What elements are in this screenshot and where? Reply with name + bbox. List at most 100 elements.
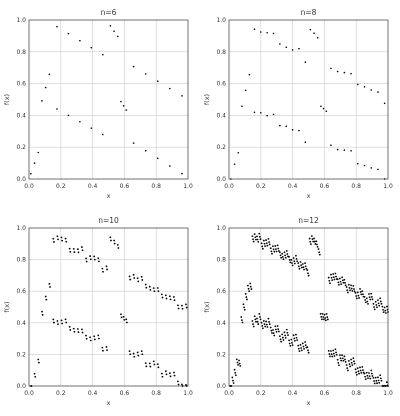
scatter-point (331, 355, 334, 358)
scatter-point (326, 318, 329, 321)
scatter-point (354, 368, 357, 371)
scatter-point (160, 293, 163, 296)
scatter-point (30, 172, 32, 175)
scatter-point (161, 296, 164, 299)
x-tick-label: 1.0 (383, 390, 393, 397)
x-axis-label: x (307, 399, 311, 407)
scatter-point (262, 239, 265, 242)
x-tick-label: 1.0 (383, 183, 393, 190)
scatter-point (324, 319, 327, 322)
x-tick-label: 0.6 (120, 183, 130, 190)
scatter-point (37, 358, 40, 361)
y-tick-label: 0.2 (16, 144, 26, 151)
scatter-point (358, 297, 360, 299)
scatter-point (337, 361, 340, 364)
x-tick-label: 0.0 (24, 183, 34, 190)
scatter-point (328, 353, 331, 355)
scatter-point (258, 312, 261, 315)
y-tick-label: 1.0 (216, 225, 226, 232)
scatter-point (73, 330, 76, 333)
scatter-point (270, 329, 273, 332)
scatter-point (181, 385, 184, 387)
scatter-point (351, 290, 354, 292)
scatter-point (268, 320, 270, 323)
scatter-point (81, 246, 83, 248)
scatter-point (60, 236, 63, 239)
scatter-point (257, 241, 260, 243)
scatter-point (302, 266, 305, 269)
scatter-point (302, 345, 305, 348)
scatter-point (272, 248, 275, 251)
scatter-point (363, 295, 366, 298)
x-tick-label: 0.2 (56, 390, 66, 397)
y-tick-label: 0.6 (16, 288, 26, 295)
scatter-point (89, 336, 92, 339)
scatter-point (338, 364, 340, 367)
axes-frame (28, 227, 189, 387)
scatter-point (248, 73, 251, 76)
scatter-point (85, 334, 87, 337)
scatter-point (370, 89, 373, 91)
scatter-point (177, 307, 180, 310)
scatter-point (345, 364, 348, 366)
scatter-point (328, 279, 331, 282)
scatter-point (276, 325, 279, 327)
scatter-point (325, 110, 328, 112)
x-tick-label: 0.8 (351, 390, 361, 397)
scatter-point (281, 256, 284, 258)
scatter-point (347, 359, 350, 362)
scatter-point (318, 251, 321, 254)
y-tick-label: 0.6 (16, 81, 26, 88)
scatter-point (234, 374, 237, 377)
scatter-point (266, 244, 269, 247)
scatter-point (260, 321, 263, 324)
scatter-point (298, 267, 301, 270)
scatter-point (164, 294, 167, 297)
scatter-point (232, 379, 234, 382)
scatter-point (177, 304, 179, 307)
scatter-point (370, 296, 373, 298)
scatter-point (113, 239, 115, 242)
scatter-point (254, 318, 257, 321)
scatter-point (264, 245, 267, 248)
scatter-point (41, 313, 44, 316)
scatter-point (269, 326, 272, 329)
scatter-point (169, 87, 171, 90)
scatter-point (295, 336, 298, 339)
scatter-point (140, 275, 143, 278)
scatter-point (337, 281, 340, 284)
y-tick-label: 0.0 (216, 176, 226, 183)
y-tick-label: 0.2 (16, 351, 26, 358)
scatter-point (366, 374, 369, 377)
scatter-point (117, 247, 120, 249)
scatter-point (362, 369, 364, 372)
x-tick-label: 0.4 (288, 183, 298, 190)
scatter-point (85, 337, 88, 340)
scatter-point (280, 340, 283, 343)
x-tick-label: 0.6 (320, 390, 330, 397)
scatter-point (373, 380, 375, 382)
scatter-point (268, 243, 271, 246)
subplot-n10: 0.00.0 0.2 0.2 0.4 0.4 0.6 0.6 0.8 0.8 1.0 1.0 n=10… (3, 216, 193, 407)
scatter-point (263, 323, 266, 326)
scatter-point (267, 317, 270, 320)
scatter-point (309, 243, 312, 246)
scatter-point (339, 280, 342, 283)
scatter-point (252, 240, 255, 243)
scatter-point (371, 375, 374, 377)
scatter-point (384, 309, 387, 312)
x-tick-label: 0.8 (351, 183, 361, 190)
scatter-point (268, 241, 270, 243)
x-tick-label: 0.6 (320, 183, 330, 190)
x-tick-label: 0.6 (120, 390, 130, 397)
y-tick-label: 1.0 (216, 17, 226, 24)
scatter-point (253, 315, 256, 318)
scatter-point (277, 247, 280, 250)
scatter-point (98, 260, 100, 263)
scatter-point (363, 372, 366, 375)
scatter-point (346, 291, 349, 294)
scatter-point (377, 302, 380, 305)
scatter-point (64, 237, 67, 240)
scatter-point (362, 293, 364, 296)
scatter-point (109, 236, 112, 239)
